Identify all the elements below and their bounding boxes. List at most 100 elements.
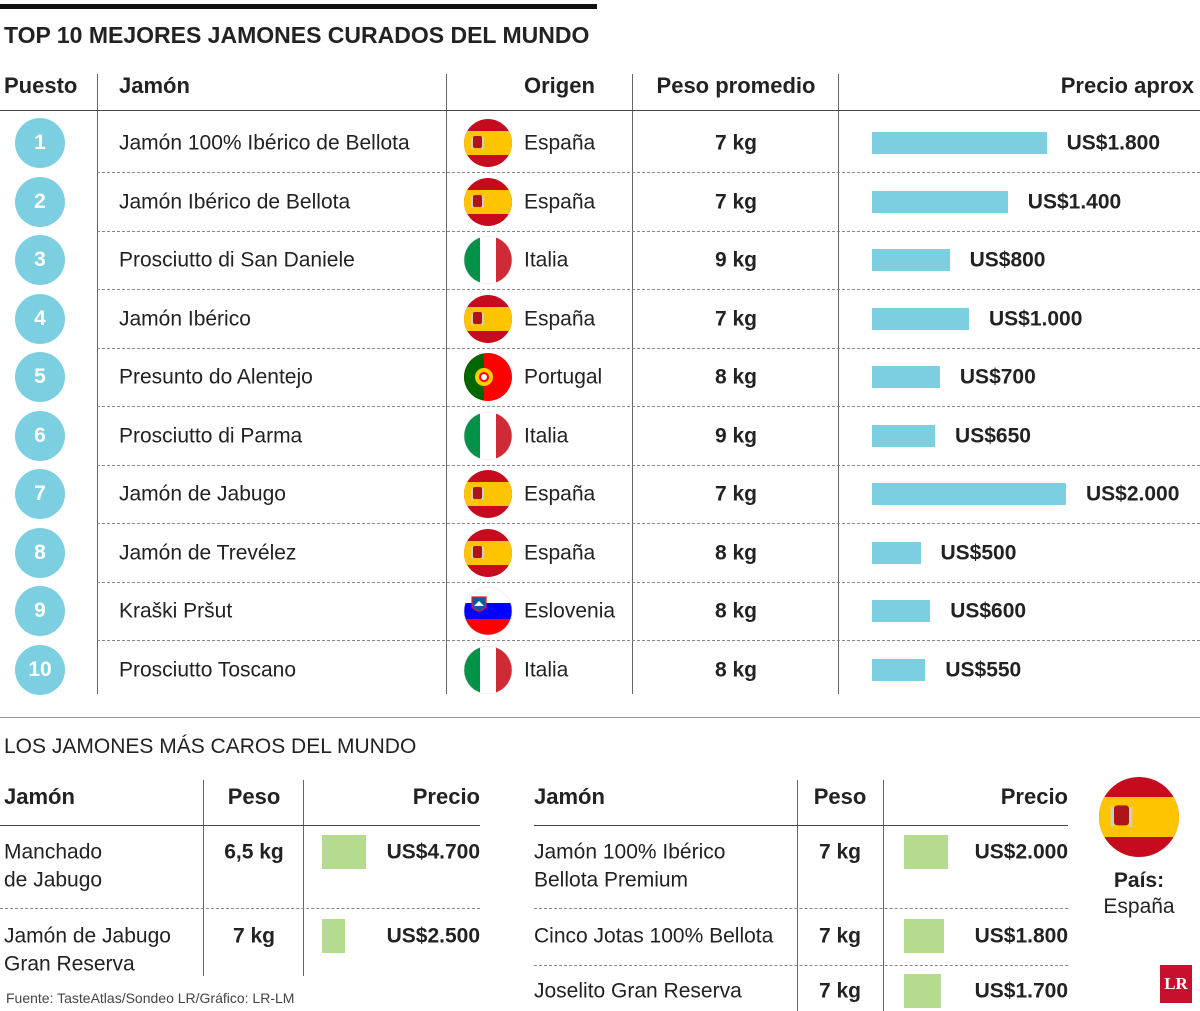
origin: España — [524, 482, 596, 506]
origin: España — [524, 307, 596, 330]
weight: 7 kg — [232, 924, 276, 948]
column-header: Jamón — [4, 784, 75, 809]
price-label: US$600 — [950, 599, 1027, 623]
rank-badge: 3 — [15, 235, 65, 285]
column-header: Puesto — [4, 73, 78, 98]
row-rule — [0, 908, 480, 909]
price-label: US$550 — [945, 658, 1022, 681]
ham-name: Cinco Jotas 100% Bellota — [534, 924, 774, 948]
row-rule — [97, 172, 1200, 173]
logo: LR — [1160, 965, 1192, 1003]
weight: 7 kg — [714, 482, 758, 506]
col-line — [797, 780, 798, 1011]
col-line — [838, 74, 839, 694]
price-label: US$1.700 — [974, 979, 1068, 1003]
weight: 7 kg — [714, 190, 758, 213]
rank-badge: 8 — [15, 527, 65, 578]
origin: Portugal — [524, 365, 603, 389]
title: TOP 10 MEJORES JAMONES CURADOS DEL MUNDO — [4, 22, 590, 48]
ham-name: Jamón Ibérico de Bellota — [119, 190, 351, 213]
section-title: LOS JAMONES MÁS CAROS DEL MUNDO — [4, 735, 417, 758]
price-label: US$2.000 — [974, 840, 1068, 864]
weight: 6,5 kg — [224, 840, 284, 864]
ham-name: Jamón de Jabugo — [119, 482, 286, 506]
price-label: US$2.000 — [1086, 482, 1180, 506]
column-header: Precio — [1000, 784, 1068, 809]
origin: España — [524, 541, 596, 564]
ham-name: Prosciutto Toscano — [119, 658, 297, 681]
ham-name: Prosciutto di San Daniele — [119, 248, 355, 272]
ham-name: Kraški Pršut — [119, 599, 233, 623]
header-rule — [0, 825, 480, 826]
price-label: US$1.800 — [974, 924, 1068, 948]
col-line — [446, 74, 447, 694]
row-rule — [97, 289, 1200, 290]
row-rule — [97, 347, 1200, 349]
column-header: Origen — [524, 73, 595, 98]
header-rule — [0, 110, 1200, 111]
column-header: Peso promedio — [656, 73, 816, 98]
column-header: Precio — [412, 784, 480, 809]
origin: Italia — [524, 248, 569, 272]
price-label: US$4.700 — [386, 840, 480, 864]
weight: 8 kg — [714, 599, 758, 623]
price-bar — [322, 835, 366, 869]
row-rule — [97, 640, 1200, 641]
row-rule — [97, 406, 1200, 407]
price-label: US$500 — [940, 541, 1017, 564]
price-label: US$1.000 — [989, 307, 1083, 330]
weight: 7 kg — [818, 924, 862, 948]
ham-name: Joselito Gran Reserva — [534, 979, 742, 1003]
rank-badge: 4 — [15, 293, 65, 344]
weight: 7 kg — [714, 131, 758, 155]
price-label: US$650 — [955, 424, 1031, 447]
rank-badge: 6 — [15, 410, 65, 461]
weight: 9 kg — [714, 248, 758, 272]
price-bar — [872, 307, 969, 330]
origin: España — [524, 131, 596, 155]
price-label: US$1.800 — [1066, 131, 1160, 155]
weight: 8 kg — [714, 658, 758, 681]
ham-name: Gran Reserva — [4, 952, 135, 976]
price-bar — [872, 600, 931, 622]
price-bar — [872, 249, 950, 271]
ham-name: Presunto do Alentejo — [119, 365, 313, 389]
col-line — [883, 780, 884, 1011]
weight: 8 kg — [714, 365, 758, 389]
rank-badge: 5 — [15, 352, 65, 402]
source: Fuente: TasteAtlas/Sondeo LR/Gráfico: LR… — [6, 990, 295, 1006]
weight: 7 kg — [818, 979, 862, 1003]
column-header: Jamón — [119, 73, 190, 98]
country: España — [1103, 895, 1175, 918]
row-rule — [97, 230, 1200, 232]
origin: Italia — [524, 658, 569, 681]
rank-badge: 10 — [15, 644, 65, 695]
price-bar — [872, 190, 1008, 213]
column-header: Precio aprox — [1060, 73, 1194, 98]
col-line — [97, 74, 98, 694]
ham-name: Bellota Premium — [534, 868, 689, 892]
rank-badge: 2 — [15, 176, 65, 227]
row-rule — [534, 965, 1068, 966]
price-bar — [872, 541, 921, 564]
price-bar — [872, 658, 926, 681]
origin: Italia — [524, 424, 569, 447]
row-rule — [97, 581, 1200, 583]
price-bar — [872, 132, 1047, 154]
weight: 7 kg — [818, 840, 862, 864]
ham-name: de Jabugo — [4, 868, 103, 892]
column-header: Peso — [813, 784, 867, 809]
section-rule — [0, 717, 1200, 718]
row-rule — [97, 523, 1200, 524]
weight: 9 kg — [714, 424, 758, 447]
col-line — [632, 74, 633, 694]
origin: Eslovenia — [524, 599, 616, 623]
price-bar — [872, 424, 936, 447]
country-label: País: — [1113, 869, 1165, 892]
origin: España — [524, 190, 596, 213]
column-header: Peso — [227, 784, 281, 809]
rank-badge: 9 — [15, 586, 65, 636]
ham-name: Jamón 100% Ibérico de Bellota — [119, 131, 410, 155]
rank-badge: 1 — [15, 118, 65, 168]
